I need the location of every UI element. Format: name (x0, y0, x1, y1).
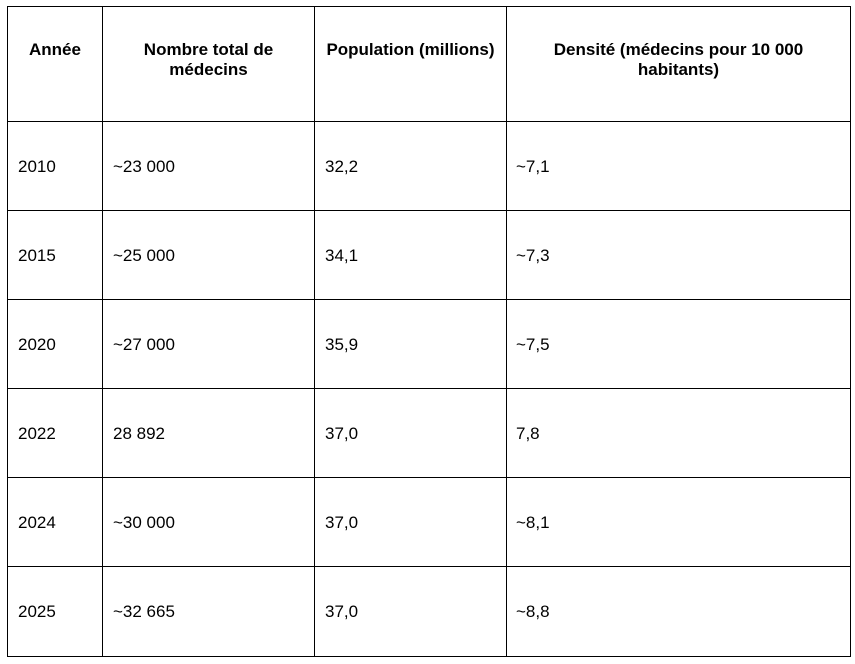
cell-doctors: ~32 665 (102, 566, 315, 657)
header-nombre-medecins: Nombre total de médecins (102, 6, 315, 122)
cell-doctors: ~23 000 (102, 121, 315, 211)
cell-population: 34,1 (314, 210, 507, 300)
header-densite: Densité (médecins pour 10 000 habitants) (506, 6, 851, 122)
cell-population: 35,9 (314, 299, 507, 389)
cell-year: 2020 (7, 299, 103, 389)
cell-population: 32,2 (314, 121, 507, 211)
cell-density: ~8,1 (506, 477, 851, 567)
cell-doctors: ~30 000 (102, 477, 315, 567)
table-row: 2025 ~32 665 37,0 ~8,8 (7, 566, 851, 657)
table-row: 2010 ~23 000 32,2 ~7,1 (7, 121, 851, 211)
cell-year: 2022 (7, 388, 103, 478)
cell-density: ~7,1 (506, 121, 851, 211)
cell-doctors: ~27 000 (102, 299, 315, 389)
cell-population: 37,0 (314, 566, 507, 657)
cell-density: ~7,3 (506, 210, 851, 300)
cell-population: 37,0 (314, 477, 507, 567)
cell-doctors: ~25 000 (102, 210, 315, 300)
cell-population: 37,0 (314, 388, 507, 478)
cell-density: ~7,5 (506, 299, 851, 389)
cell-year: 2010 (7, 121, 103, 211)
cell-year: 2025 (7, 566, 103, 657)
cell-density: 7,8 (506, 388, 851, 478)
cell-doctors: 28 892 (102, 388, 315, 478)
table-row: 2015 ~25 000 34,1 ~7,3 (7, 210, 851, 300)
data-table: Année Nombre total de médecins Populatio… (7, 6, 851, 657)
table-row: 2020 ~27 000 35,9 ~7,5 (7, 299, 851, 389)
header-annee: Année (7, 6, 103, 122)
cell-density: ~8,8 (506, 566, 851, 657)
table-row: 2024 ~30 000 37,0 ~8,1 (7, 477, 851, 567)
cell-year: 2015 (7, 210, 103, 300)
header-population: Population (millions) (314, 6, 507, 122)
cell-year: 2024 (7, 477, 103, 567)
table-header-row: Année Nombre total de médecins Populatio… (7, 6, 851, 122)
table-row: 2022 28 892 37,0 7,8 (7, 388, 851, 478)
